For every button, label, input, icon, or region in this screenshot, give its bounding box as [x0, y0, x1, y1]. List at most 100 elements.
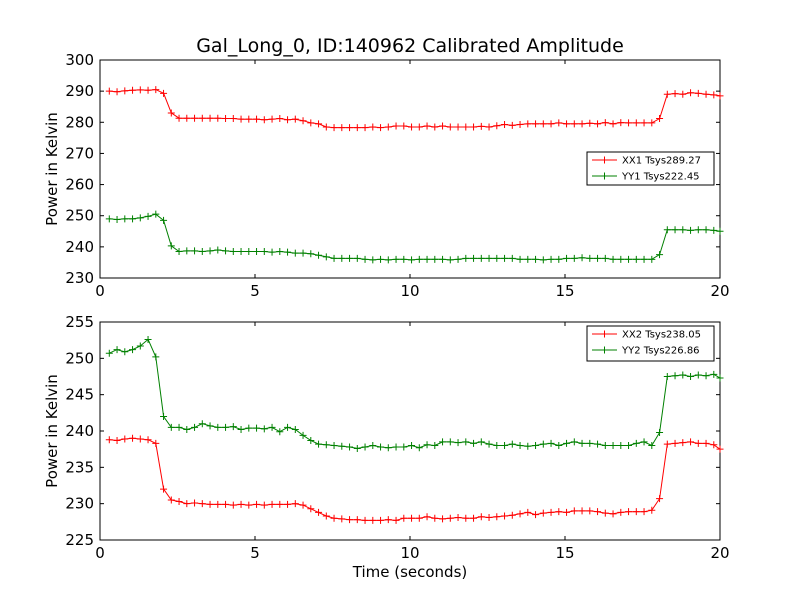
data-point	[609, 120, 617, 128]
data-point	[268, 500, 276, 508]
data-point	[578, 254, 586, 262]
data-point	[563, 120, 571, 128]
data-point	[702, 372, 710, 380]
data-point	[570, 507, 578, 515]
data-point	[191, 499, 199, 507]
data-point	[446, 256, 454, 264]
data-point	[594, 508, 602, 516]
data-point	[694, 439, 702, 447]
data-point	[648, 119, 656, 127]
data-point	[609, 255, 617, 263]
data-point	[578, 120, 586, 128]
data-point	[229, 115, 237, 123]
data-point	[144, 436, 152, 444]
data-point	[570, 438, 578, 446]
data-point	[129, 86, 137, 94]
data-point	[113, 436, 121, 444]
data-point	[663, 440, 671, 448]
data-point	[625, 119, 633, 127]
series-xx1	[105, 86, 724, 132]
data-point	[563, 508, 571, 516]
data-point	[284, 116, 292, 124]
data-point	[129, 215, 137, 223]
data-point	[144, 212, 152, 220]
data-point	[245, 115, 253, 123]
data-point	[648, 255, 656, 263]
y-tick-label: 245	[65, 386, 94, 404]
data-point	[338, 254, 346, 262]
data-point	[601, 509, 609, 517]
y-tick-label: 230	[65, 495, 94, 513]
data-point	[625, 508, 633, 516]
data-point	[439, 515, 447, 523]
data-point	[268, 423, 276, 431]
y-tick-label: 240	[65, 238, 94, 256]
data-point	[663, 226, 671, 234]
data-point	[400, 255, 408, 263]
data-point	[400, 443, 408, 451]
data-point	[493, 254, 501, 262]
data-point	[679, 226, 687, 234]
data-point	[601, 442, 609, 450]
top-chart: 0 5 10 15 20 230 240 250 260 270 280 290 300 Power in…	[43, 51, 730, 300]
data-point	[687, 438, 695, 446]
data-point	[105, 436, 113, 444]
data-point	[191, 423, 199, 431]
data-point	[508, 121, 516, 129]
data-point	[338, 515, 346, 523]
data-point	[315, 120, 323, 128]
data-point	[222, 115, 230, 123]
data-point	[555, 508, 563, 516]
data-point	[470, 514, 478, 522]
data-point	[516, 120, 524, 128]
data-point	[152, 210, 160, 218]
data-point	[578, 507, 586, 515]
data-point	[408, 123, 416, 131]
data-point	[291, 249, 299, 257]
y-tick-label: 300	[65, 51, 94, 69]
data-point	[160, 89, 168, 97]
legend-box	[586, 325, 715, 362]
data-point	[214, 246, 222, 254]
data-point	[601, 119, 609, 127]
data-point	[656, 251, 664, 259]
data-point	[532, 442, 540, 450]
data-point	[532, 120, 540, 128]
y-tick-label: 255	[65, 313, 94, 331]
data-point	[315, 251, 323, 259]
data-point	[656, 428, 664, 436]
data-point	[702, 90, 710, 98]
data-point	[113, 215, 121, 223]
data-point	[191, 247, 199, 255]
data-point	[586, 439, 594, 447]
data-point	[547, 120, 555, 128]
x-tick-label: 0	[95, 282, 105, 300]
data-point	[160, 412, 168, 420]
data-point	[206, 422, 214, 430]
data-point	[508, 254, 516, 262]
data-point	[237, 426, 245, 434]
data-point	[260, 501, 268, 509]
data-point	[532, 255, 540, 263]
series-yy2	[105, 335, 724, 452]
data-point	[716, 445, 724, 453]
data-point	[501, 120, 509, 128]
data-point	[284, 500, 292, 508]
data-point	[702, 226, 710, 234]
data-point	[687, 373, 695, 380]
data-point	[276, 248, 284, 256]
data-point	[648, 506, 656, 514]
data-point	[656, 115, 664, 123]
data-point	[222, 423, 230, 431]
data-point	[632, 508, 640, 516]
data-point	[663, 373, 671, 380]
legend: XX1 Tsys289.27 YY1 Tsys222.45	[586, 151, 715, 186]
data-point	[563, 254, 571, 262]
data-point	[601, 254, 609, 262]
data-point	[423, 122, 431, 130]
data-point	[617, 508, 625, 516]
data-point	[299, 501, 307, 509]
data-point	[214, 500, 222, 508]
data-point	[671, 372, 679, 380]
data-point	[446, 438, 454, 446]
